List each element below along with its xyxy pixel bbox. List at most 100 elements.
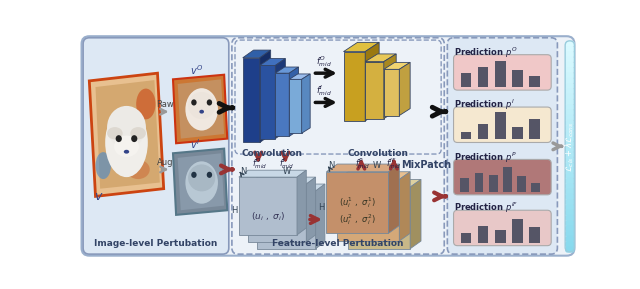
Text: H: H xyxy=(317,203,324,212)
FancyBboxPatch shape xyxy=(565,247,575,253)
Polygon shape xyxy=(326,164,399,172)
FancyBboxPatch shape xyxy=(565,57,575,63)
FancyBboxPatch shape xyxy=(565,83,575,89)
Bar xyxy=(478,67,488,87)
FancyBboxPatch shape xyxy=(565,131,575,136)
Text: $\mathcal{L}_{cls}+\lambda\mathcal{L}_{cons}$: $\mathcal{L}_{cls}+\lambda\mathcal{L}_{c… xyxy=(564,121,576,172)
Polygon shape xyxy=(178,79,224,139)
FancyBboxPatch shape xyxy=(565,62,575,68)
Polygon shape xyxy=(173,75,227,143)
Text: $v^I$: $v^I$ xyxy=(190,137,200,151)
Polygon shape xyxy=(289,74,310,79)
Bar xyxy=(478,226,488,242)
Polygon shape xyxy=(365,54,396,62)
Ellipse shape xyxy=(131,127,146,139)
Text: $f^{IF}_{mid}$: $f^{IF}_{mid}$ xyxy=(386,156,401,171)
Ellipse shape xyxy=(191,99,196,105)
Polygon shape xyxy=(344,42,379,52)
Text: Image-level Pertubation: Image-level Pertubation xyxy=(94,239,218,248)
Bar xyxy=(474,173,483,192)
Polygon shape xyxy=(384,62,410,69)
Ellipse shape xyxy=(199,110,204,114)
Polygon shape xyxy=(326,172,388,233)
FancyBboxPatch shape xyxy=(565,120,575,126)
Ellipse shape xyxy=(186,161,218,204)
FancyBboxPatch shape xyxy=(565,220,575,226)
FancyBboxPatch shape xyxy=(565,73,575,79)
Ellipse shape xyxy=(191,172,196,178)
Polygon shape xyxy=(365,42,379,121)
Ellipse shape xyxy=(107,106,146,148)
Polygon shape xyxy=(275,67,298,73)
FancyBboxPatch shape xyxy=(454,107,551,142)
Bar xyxy=(512,219,523,242)
Text: Convolution: Convolution xyxy=(242,149,303,158)
FancyBboxPatch shape xyxy=(565,167,575,173)
Text: H: H xyxy=(231,206,237,215)
Ellipse shape xyxy=(188,164,215,191)
FancyBboxPatch shape xyxy=(565,210,575,216)
Polygon shape xyxy=(239,177,297,235)
Text: N: N xyxy=(328,161,334,170)
Text: N: N xyxy=(239,166,246,176)
Polygon shape xyxy=(95,80,160,189)
Bar xyxy=(489,175,498,192)
Polygon shape xyxy=(337,172,410,179)
Polygon shape xyxy=(260,66,275,139)
FancyBboxPatch shape xyxy=(565,225,575,231)
FancyBboxPatch shape xyxy=(565,231,575,237)
Polygon shape xyxy=(260,59,285,66)
Polygon shape xyxy=(384,54,396,118)
Polygon shape xyxy=(243,50,271,58)
FancyBboxPatch shape xyxy=(565,67,575,73)
FancyBboxPatch shape xyxy=(565,136,575,142)
Polygon shape xyxy=(365,62,384,118)
FancyBboxPatch shape xyxy=(565,183,575,189)
Polygon shape xyxy=(316,184,325,249)
Bar xyxy=(529,76,540,87)
Bar xyxy=(460,178,469,192)
FancyBboxPatch shape xyxy=(565,173,575,179)
Bar xyxy=(531,183,540,192)
Text: Prediction $p^{IF}$: Prediction $p^{IF}$ xyxy=(454,201,518,215)
FancyBboxPatch shape xyxy=(565,215,575,221)
FancyBboxPatch shape xyxy=(565,241,575,247)
Polygon shape xyxy=(257,184,325,191)
Ellipse shape xyxy=(127,160,150,179)
FancyBboxPatch shape xyxy=(454,55,551,90)
FancyBboxPatch shape xyxy=(565,236,575,242)
FancyBboxPatch shape xyxy=(565,199,575,205)
Polygon shape xyxy=(388,164,399,233)
Polygon shape xyxy=(348,179,421,187)
Ellipse shape xyxy=(207,99,212,105)
FancyBboxPatch shape xyxy=(565,194,575,200)
Text: $f^O_{mid}$: $f^O_{mid}$ xyxy=(316,54,332,69)
Text: $v^O$: $v^O$ xyxy=(190,63,204,77)
Bar xyxy=(529,119,540,139)
Bar xyxy=(478,124,488,139)
FancyBboxPatch shape xyxy=(565,104,575,110)
Bar xyxy=(495,61,506,87)
FancyBboxPatch shape xyxy=(565,88,575,94)
FancyBboxPatch shape xyxy=(565,188,575,194)
Ellipse shape xyxy=(107,127,123,139)
Polygon shape xyxy=(348,187,410,249)
Bar xyxy=(495,230,506,242)
FancyBboxPatch shape xyxy=(454,160,551,195)
Text: Prediction $p^O$: Prediction $p^O$ xyxy=(454,45,517,60)
Polygon shape xyxy=(297,170,307,235)
Text: $f^O_{mid}$: $f^O_{mid}$ xyxy=(252,156,268,171)
Ellipse shape xyxy=(124,150,129,154)
Polygon shape xyxy=(260,50,271,142)
Text: W: W xyxy=(373,161,381,170)
Polygon shape xyxy=(178,153,224,210)
Text: $f^I_{mid}$: $f^I_{mid}$ xyxy=(279,156,294,171)
Text: Raw: Raw xyxy=(156,100,174,109)
Polygon shape xyxy=(344,52,365,121)
Polygon shape xyxy=(248,177,316,184)
FancyBboxPatch shape xyxy=(565,157,575,163)
Ellipse shape xyxy=(136,89,156,119)
FancyBboxPatch shape xyxy=(565,115,575,121)
FancyBboxPatch shape xyxy=(565,162,575,168)
Text: $(u_i\ ,\ \sigma_i)$: $(u_i\ ,\ \sigma_i)$ xyxy=(252,211,285,223)
